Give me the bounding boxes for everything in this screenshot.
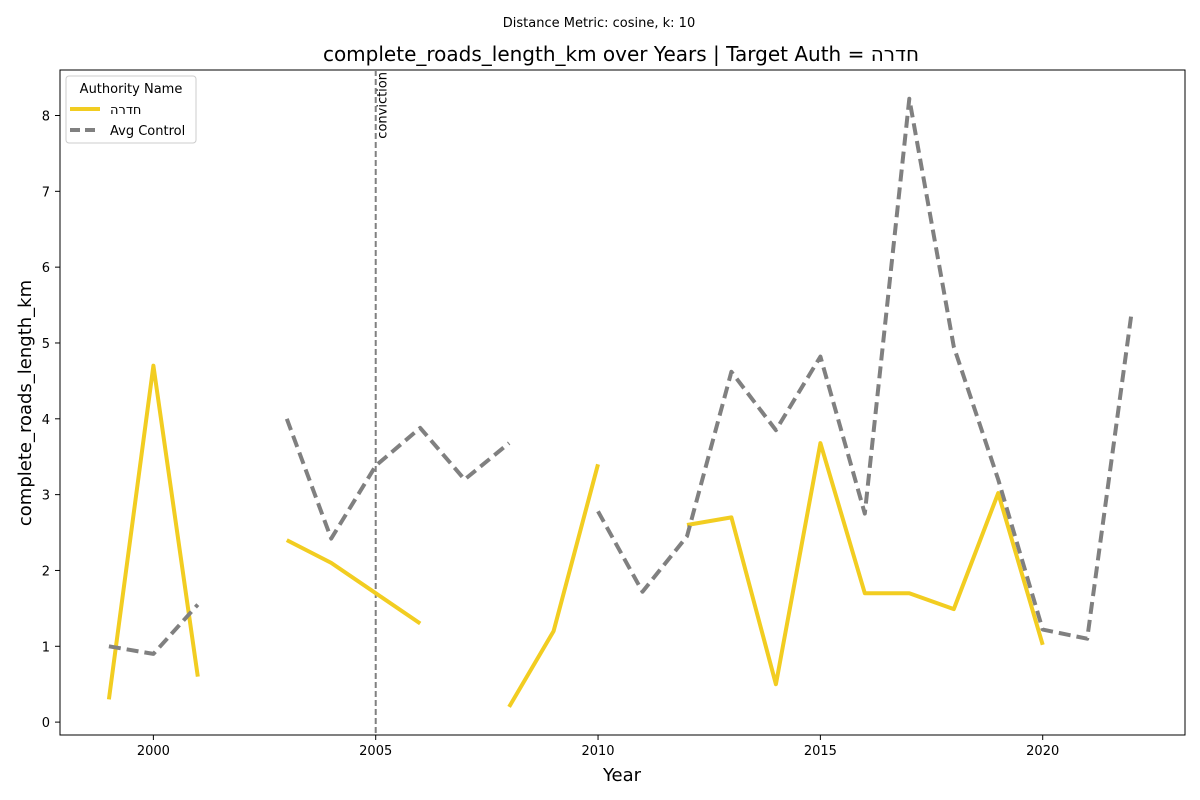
y-tick-label: 4: [42, 413, 50, 428]
y-axis: 0 1 2 3 4 5 6 7 8: [42, 109, 60, 731]
series-control-line-2: [596, 96, 1134, 641]
legend-label-target: חדרה: [110, 103, 141, 118]
legend: Authority Name חדרה Avg Control: [65, 75, 197, 144]
series-group: [106, 96, 1134, 708]
y-tick-label: 3: [42, 489, 50, 504]
y-axis-label: complete_roads_length_km: [15, 280, 36, 526]
chart-suptitle: Distance Metric: cosine, k: 10: [503, 16, 695, 31]
series-control-line-0: [108, 603, 200, 656]
legend-box: [65, 75, 197, 144]
y-tick-label: 2: [42, 564, 50, 579]
series-target-line-3: [686, 441, 1045, 687]
y-tick-label: 0: [42, 716, 50, 731]
y-tick-label: 5: [42, 337, 50, 352]
y-tick-label: 7: [42, 185, 50, 200]
series-target-line-1: [285, 538, 422, 626]
y-tick-label: 8: [42, 109, 50, 124]
y-tick-label: 1: [42, 640, 50, 655]
x-tick-label: 2015: [804, 744, 837, 759]
x-tick-label: 2005: [359, 744, 392, 759]
x-tick-label: 2010: [581, 744, 614, 759]
x-axis: 2000 2005 2010 2015 2020: [137, 735, 1059, 759]
chart-title: complete_roads_length_km over Years | Ta…: [323, 42, 919, 66]
annotations: conviction: [374, 70, 391, 735]
series-control-line-1: [284, 418, 511, 541]
legend-title: Authority Name: [80, 82, 183, 97]
series-target-line-0: [106, 363, 200, 700]
x-axis-label: Year: [602, 765, 642, 786]
x-tick-label: 2000: [137, 744, 170, 759]
x-tick-label: 2020: [1026, 744, 1059, 759]
legend-label-control: Avg Control: [110, 124, 185, 139]
plot-area: [59, 69, 1186, 736]
conviction-label: conviction: [376, 72, 391, 139]
series-target-line-2: [507, 463, 600, 708]
y-tick-label: 6: [42, 261, 50, 276]
